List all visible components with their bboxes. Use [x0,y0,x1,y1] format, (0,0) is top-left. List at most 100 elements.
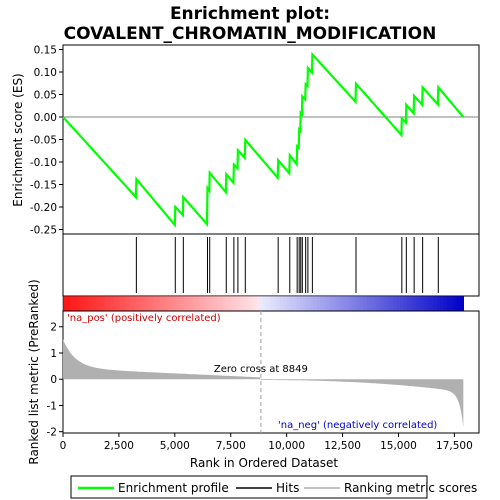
band-segment [346,296,351,311]
band-segment [266,296,271,311]
band-segment [136,296,141,311]
band-segment [256,296,261,311]
band-segment [166,296,171,311]
x-tick-label: 7,500 [216,440,246,452]
band-segment [373,296,378,311]
band-segment [189,296,194,311]
band-segment [279,296,284,311]
band-segment [249,296,254,311]
band-segment [169,296,174,311]
band-segment [73,296,77,311]
band-segment [173,296,178,311]
band-segment [193,296,198,311]
band-segment [143,296,148,311]
band-segment [216,296,221,311]
band-segment [306,296,311,311]
band-segment [156,296,161,311]
band-segment [213,296,218,311]
band-segment [233,296,238,311]
band-segment [196,296,201,311]
es-tick-label: -0.15 [30,180,57,192]
band-segment [63,296,67,311]
band-segment [66,296,71,311]
metric-tick-label: 0 [50,374,57,386]
band-segment [89,296,94,311]
band-segment [446,296,451,311]
ranking-metric-area [63,339,464,428]
metric-tick-label: -1 [47,400,57,412]
hits-panel [62,233,480,297]
band-segment [103,296,107,311]
band-segment [323,296,328,311]
band-segment [336,296,341,311]
x-tick-label: 0 [60,440,67,452]
zero-cross-label: Zero cross at 8849 [214,364,308,375]
band-segment [79,296,84,311]
band-segment [133,296,137,311]
hits-panel-frame [62,233,480,297]
band-segment [313,296,318,311]
positive-correlation-label: 'na_pos' (positively correlated) [67,313,221,324]
band-segment [369,296,374,311]
band-segment [376,296,381,311]
band-segment [393,296,398,311]
band-segment [399,296,404,311]
band-segment [69,296,74,311]
band-segment [113,296,117,311]
band-segment [129,296,134,311]
chart-title-line2: COVALENT_CHROMATIN_MODIFICATION [64,24,437,44]
band-segment [359,296,364,311]
es-tick-label: -0.20 [30,202,57,214]
band-segment [223,296,228,311]
band-segment [366,296,371,311]
band-segment [146,296,151,311]
band-segment [309,296,314,311]
band-segment [93,296,97,311]
band-segment [409,296,414,311]
negative-correlation-label: 'na_neg' (negatively correlated) [278,420,437,431]
band-segment [106,296,111,311]
band-segment [403,296,408,311]
band-segment [286,296,291,311]
band-segment [276,296,281,311]
band-segment [379,296,384,311]
band-segment [199,296,204,311]
band-segment [153,296,158,311]
band-segment [119,296,124,311]
band-segment [219,296,224,311]
band-segment [343,296,348,311]
es-tick-label: 0.05 [34,90,57,102]
band-segment [206,296,211,311]
band-segment [436,296,441,311]
metric-tick-label: -2 [47,427,57,439]
band-segment [389,296,394,311]
x-tick-label: 5,000 [160,440,190,452]
band-segment [299,296,304,311]
band-segment [126,296,131,311]
band-segment [460,296,464,311]
band-segment [396,296,401,311]
band-segment [139,296,144,311]
es-tick-label: -0.10 [30,157,57,169]
es-tick-label: 0.15 [34,45,57,57]
band-segment [179,296,184,311]
band-segment [293,296,298,311]
ranked-list-color-band [62,295,464,312]
band-segment [253,296,258,311]
band-segment [109,296,114,311]
band-segment [76,296,81,311]
band-segment [99,296,104,311]
x-tick-label: 15,000 [380,440,417,452]
es-panel: 0.15 0.10 0.05 0.00 -0.05 -0.10 -0.15 -0.20 -0.2… [30,44,480,237]
band-segment [326,296,331,311]
band-segment [283,296,288,311]
legend-metric-label: Ranking metric scores [344,481,477,495]
band-segment [163,296,168,311]
band-segment [86,296,91,311]
es-tick-label: 0.00 [34,112,57,124]
band-segment [83,296,87,311]
band-segment [96,296,101,311]
band-segment [273,296,278,311]
x-tick-label: 2,500 [104,440,134,452]
